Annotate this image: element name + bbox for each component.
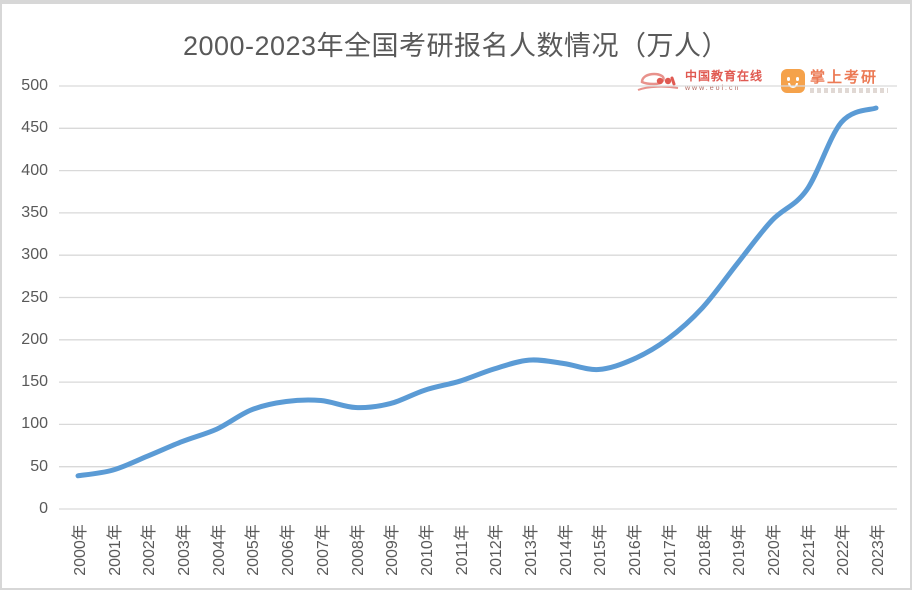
x-tick-label: 2012年 bbox=[488, 524, 506, 576]
x-tick-label: 2008年 bbox=[349, 524, 367, 576]
x-tick-label: 2005年 bbox=[245, 524, 263, 576]
x-tick-label: 2022年 bbox=[835, 524, 853, 576]
x-tick-label: 2013年 bbox=[523, 524, 541, 576]
watermark-logos: 中国教育在线 www.eol.cn 掌上考研 bbox=[636, 68, 888, 94]
x-tick-label: 2023年 bbox=[870, 524, 887, 576]
chart-title: 2000-2023年全国考研报名人数情况（万人） bbox=[182, 31, 730, 61]
y-tick-label: 450 bbox=[21, 119, 48, 137]
x-tick-label: 2004年 bbox=[210, 524, 228, 576]
x-tick-label: 2016年 bbox=[627, 524, 645, 576]
x-tick-label: 2009年 bbox=[384, 524, 402, 576]
x-tick-label: 2001年 bbox=[106, 524, 124, 576]
y-tick-label: 150 bbox=[21, 373, 48, 391]
x-tick-label: 2010年 bbox=[418, 524, 436, 576]
y-tick-label: 250 bbox=[21, 288, 48, 306]
x-tick-label: 2019年 bbox=[731, 524, 749, 576]
x-tick-label: 2002年 bbox=[141, 524, 159, 576]
line-chart bbox=[59, 85, 897, 510]
x-tick-label: 2007年 bbox=[314, 524, 332, 576]
x-tick-label: 2003年 bbox=[176, 524, 194, 576]
eol-logo-url: www.eol.cn bbox=[684, 85, 741, 92]
x-tick-label: 2011年 bbox=[453, 524, 471, 576]
x-tick-label: 2015年 bbox=[592, 524, 610, 576]
x-tick-label: 2017年 bbox=[661, 524, 679, 576]
x-tick-label: 2018年 bbox=[696, 524, 714, 576]
zhangshang-kaoyan-logo: 掌上考研 bbox=[781, 69, 888, 93]
smiley-face-icon bbox=[781, 69, 805, 93]
x-tick-label: 2021年 bbox=[800, 524, 818, 576]
x-tick-label: 2006年 bbox=[280, 524, 298, 576]
x-tick-label: 2000年 bbox=[72, 524, 89, 576]
y-tick-label: 200 bbox=[21, 330, 48, 348]
zhangshang-kaoyan-logo-name: 掌上考研 bbox=[810, 68, 879, 86]
y-tick-label: 0 bbox=[39, 500, 48, 517]
eol-logo-name: 中国教育在线 bbox=[684, 69, 763, 83]
zhangshang-kaoyan-tagline bbox=[810, 87, 888, 93]
eol-logo-icon bbox=[636, 68, 680, 94]
y-tick-label: 50 bbox=[30, 457, 48, 475]
y-tick-label: 400 bbox=[21, 161, 48, 179]
y-tick-label: 300 bbox=[21, 246, 48, 264]
y-tick-label: 100 bbox=[21, 415, 48, 433]
y-tick-label: 350 bbox=[21, 203, 48, 221]
data-series-line bbox=[75, 105, 879, 479]
x-tick-label: 2014年 bbox=[557, 524, 575, 576]
eol-logo: 中国教育在线 www.eol.cn bbox=[636, 68, 763, 94]
y-tick-label: 500 bbox=[21, 77, 48, 94]
x-tick-label: 2020年 bbox=[765, 524, 783, 576]
